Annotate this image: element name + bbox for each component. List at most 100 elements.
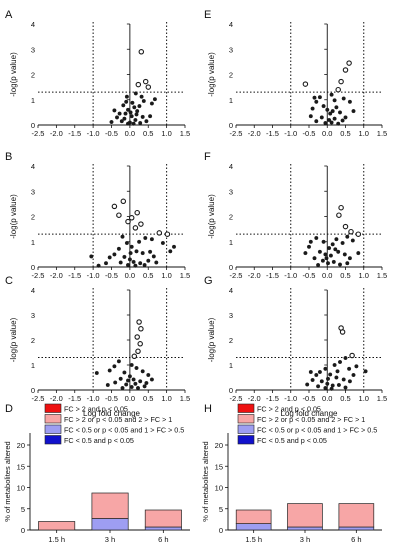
data-point xyxy=(96,263,101,268)
x-tick-label: 0.0 xyxy=(322,271,332,280)
data-point xyxy=(144,381,149,386)
x-tick-label: 1.0 xyxy=(359,129,369,138)
data-point xyxy=(146,258,151,263)
y-tick-label: 1 xyxy=(229,238,233,247)
data-point xyxy=(142,263,147,268)
data-point xyxy=(116,359,121,364)
x-tick-label: 1.5 h xyxy=(48,535,65,544)
legend-label: FC < 0.5 and p < 0.05 xyxy=(257,436,327,445)
data-point xyxy=(141,98,146,103)
data-point xyxy=(347,256,352,261)
x-tick-label: -2.5 xyxy=(230,394,243,403)
y-tick-label: 4 xyxy=(229,286,233,295)
y-tick-label: 1 xyxy=(31,96,35,105)
y-tick-label: 15 xyxy=(17,462,25,471)
data-point xyxy=(160,240,165,245)
x-tick-label: 0.0 xyxy=(322,129,332,138)
data-point xyxy=(129,114,134,119)
x-tick-label: 6 h xyxy=(158,535,168,544)
legend-swatch xyxy=(44,424,62,434)
legend-label: FC > 2 or p < 0.05 and 2 > FC > 1 xyxy=(257,415,365,424)
scatter-panel-e: -2.5 -2.0 -1.5 -1.0 -0.5 0.0 0.5 1.0 1.5 0 1 2 3 4 -lo… xyxy=(207,20,387,138)
scatter-panel-c: -2.5 -2.0 -1.5 -1.0 -0.5 0.0 0.5 1.0 1.5 0 1 2 3 4 -lo… xyxy=(9,286,190,418)
x-tick-label: -2.0 xyxy=(50,129,63,138)
data-point xyxy=(314,235,319,240)
data-point xyxy=(138,379,143,384)
bar-segment xyxy=(235,523,272,531)
data-point xyxy=(341,377,346,382)
data-point xyxy=(363,369,368,374)
data-point xyxy=(312,95,317,100)
y-tick-label: 3 xyxy=(229,45,233,54)
data-point xyxy=(342,67,349,73)
data-point xyxy=(132,225,139,231)
data-point xyxy=(105,383,110,388)
x-tick-label: 1.5 xyxy=(377,271,387,280)
y-axis-label: -log(p value) xyxy=(207,52,216,97)
data-point xyxy=(128,215,135,221)
data-point xyxy=(124,382,129,387)
data-point xyxy=(345,234,350,239)
y-tick-label: 3 xyxy=(229,187,233,196)
data-point xyxy=(131,121,136,126)
y-tick-label: 1 xyxy=(229,96,233,105)
data-point xyxy=(341,96,346,101)
data-point xyxy=(112,108,117,113)
x-tick-label: -2.5 xyxy=(32,271,45,280)
y-tick-label: 2 xyxy=(229,213,233,222)
data-point xyxy=(321,239,326,244)
bar-segment xyxy=(144,509,182,528)
x-tick-label: -0.5 xyxy=(303,271,316,280)
x-tick-label: 1.0 xyxy=(161,271,171,280)
legend-label: FC > 2 and p < 0.05 xyxy=(64,405,128,414)
legend-swatch xyxy=(237,414,255,424)
data-point xyxy=(314,99,319,104)
y-tick-label: 1 xyxy=(31,361,35,370)
y-tick-label: 0 xyxy=(229,263,233,272)
data-point xyxy=(134,366,139,371)
data-point xyxy=(130,100,135,105)
bar-segment xyxy=(338,526,375,531)
data-point xyxy=(329,386,334,391)
x-tick-label: 1.0 xyxy=(161,129,171,138)
data-point xyxy=(314,119,319,124)
data-point xyxy=(305,382,310,387)
data-point xyxy=(328,111,333,116)
data-point xyxy=(323,120,328,125)
data-point xyxy=(89,254,94,259)
data-point xyxy=(128,251,133,256)
panel-label: G xyxy=(204,275,213,287)
data-point xyxy=(316,263,321,268)
data-point xyxy=(134,249,139,254)
y-tick-label: 0 xyxy=(229,121,233,130)
data-point xyxy=(140,114,145,119)
legend-label: FC < 0.5 or p < 0.05 and 1 > FC > 0.5 xyxy=(64,426,184,435)
y-tick-label: 3 xyxy=(31,311,35,320)
y-tick-label: 0 xyxy=(21,526,25,535)
x-tick-label: -1.5 xyxy=(266,271,279,280)
x-tick-label: 0.5 xyxy=(340,271,350,280)
x-tick-label: 3 h xyxy=(105,535,115,544)
x-tick-label: -0.5 xyxy=(105,271,118,280)
data-point xyxy=(134,334,140,340)
x-tick-label: 0.5 xyxy=(340,394,350,403)
data-point xyxy=(142,78,149,85)
x-tick-label: -2.0 xyxy=(248,129,261,138)
data-point xyxy=(334,237,339,242)
y-axis-label: -log(p value) xyxy=(9,194,18,239)
data-point xyxy=(319,115,324,120)
data-point xyxy=(332,363,337,368)
data-point xyxy=(340,118,345,123)
x-tick-label: -2.0 xyxy=(50,394,63,403)
data-point xyxy=(129,363,134,368)
data-point xyxy=(116,246,121,251)
data-point xyxy=(134,209,140,216)
data-point xyxy=(335,86,341,93)
data-point xyxy=(131,377,136,382)
data-point xyxy=(152,97,157,102)
data-point xyxy=(122,254,127,259)
data-point xyxy=(330,109,335,114)
data-point xyxy=(332,116,337,121)
